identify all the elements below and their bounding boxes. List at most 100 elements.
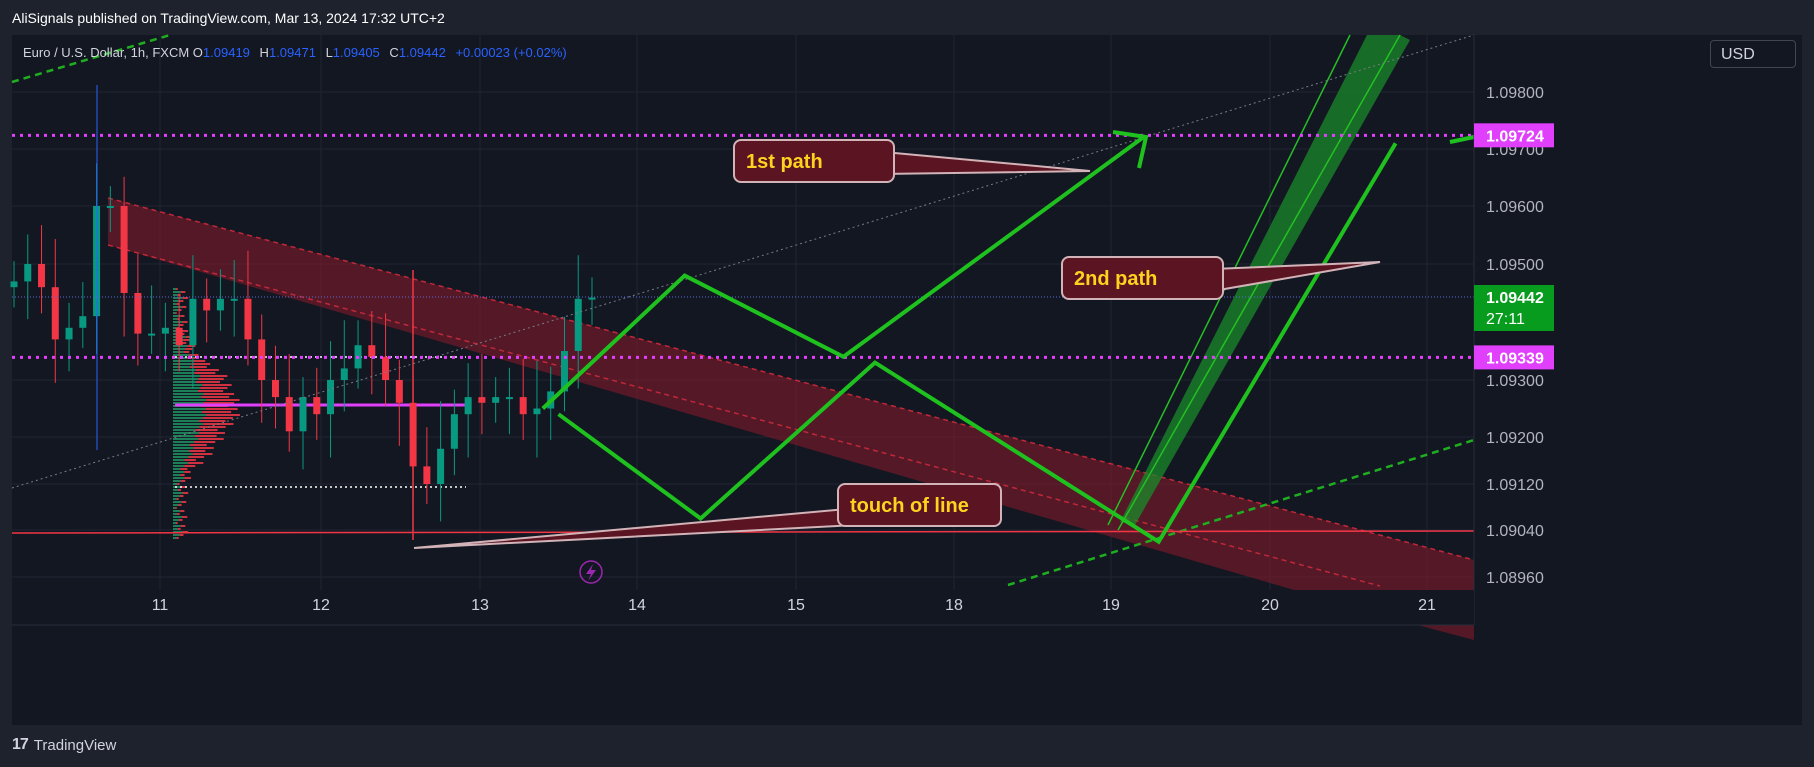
vp-buy-bar — [173, 531, 183, 533]
vp-sell-bar — [179, 534, 184, 536]
vp-buy-bar — [173, 321, 183, 323]
candle-body — [216, 298, 224, 311]
callout-second-path-pointer — [1212, 261, 1381, 293]
vp-sell-bar — [198, 438, 224, 440]
vp-buy-bar — [173, 501, 182, 503]
callout-second-path: 2nd path — [1061, 256, 1381, 300]
high-value: 1.09471 — [268, 45, 316, 60]
ohlc-legend: Euro / U.S. Dollar, 1h, FXCM O1.09419 H1… — [23, 45, 573, 60]
time-tick-label: 21 — [1418, 597, 1436, 614]
callouts[interactable]: 1st path 2nd path touch of line — [413, 139, 1381, 584]
level-price-tag — [1474, 123, 1554, 148]
green-dashed-lower — [1007, 438, 1475, 587]
vp-sell-bar — [176, 288, 178, 290]
candle-body — [51, 287, 59, 340]
currency-button[interactable]: USD — [1710, 40, 1796, 68]
vp-sell-bar — [198, 432, 225, 434]
vp-buy-bar — [173, 345, 188, 347]
vp-sell-bar — [175, 507, 177, 509]
tradingview-logo-icon: 17 — [12, 736, 29, 753]
time-tick-label: 20 — [1261, 597, 1279, 614]
vp-buy-bar — [173, 495, 180, 497]
vp-sell-bar — [195, 429, 218, 431]
vp-sell-bar — [180, 468, 188, 470]
vp-sell-bar — [178, 309, 182, 311]
vp-buy-bar — [173, 378, 199, 380]
vp-sell-bar — [196, 381, 220, 383]
candle-body — [464, 397, 472, 415]
candle-body — [382, 356, 390, 380]
vp-sell-bar — [203, 393, 235, 395]
vp-buy-bar — [173, 420, 200, 422]
vp-sell-bar — [182, 516, 188, 518]
vp-buy-bar — [173, 444, 190, 446]
vp-buy-bar — [173, 309, 179, 311]
level-price-tag — [1474, 345, 1554, 370]
vp-sell-bar — [180, 474, 185, 476]
lightning-icon-ring — [579, 560, 603, 584]
candle-body — [38, 264, 46, 288]
candle-body — [423, 466, 431, 484]
vp-buy-bar — [173, 423, 204, 425]
vp-buy-bar — [173, 438, 199, 440]
vp-sell-bar — [194, 441, 216, 443]
vp-sell-bar — [182, 330, 189, 332]
vp-buy-bar — [173, 480, 181, 482]
callout-first-path-text: 1st path — [746, 151, 823, 173]
vp-sell-bar — [189, 444, 207, 446]
vp-buy-bar — [173, 426, 200, 428]
drawings[interactable] — [11, 33, 1475, 587]
vp-buy-bar — [173, 381, 197, 383]
vp-buy-bar — [173, 315, 181, 317]
callout-first-path-pointer — [883, 150, 1091, 176]
price-tick-label: 1.09500 — [1486, 257, 1544, 274]
vp-sell-bar — [177, 489, 181, 491]
time-tick-label: 14 — [628, 597, 646, 614]
time-axis[interactable]: 11 12 13 14 15 18 19 20 21 — [12, 590, 1474, 626]
candle-body — [175, 327, 183, 346]
vp-sell-bar — [198, 378, 224, 380]
vp-buy-bar — [173, 384, 203, 386]
vp-sell-bar — [180, 315, 185, 317]
vp-buy-bar — [173, 411, 203, 413]
vp-sell-bar — [182, 492, 189, 494]
candle-body — [299, 397, 307, 432]
vp-sell-bar — [202, 411, 232, 413]
candle-body — [258, 339, 266, 380]
callout-touch-of-line: touch of line — [413, 483, 1002, 549]
vp-sell-bar — [182, 531, 189, 533]
vp-sell-bar — [187, 345, 196, 347]
current-price-tag — [1474, 285, 1554, 331]
candle-body — [134, 293, 142, 334]
high-label: H — [259, 45, 269, 60]
vp-buy-bar — [173, 288, 176, 290]
vp-sell-bar — [184, 471, 191, 473]
vp-buy-bar — [173, 462, 189, 464]
vp-sell-bar — [176, 498, 179, 500]
vp-buy-bar — [173, 435, 195, 437]
candle-body — [189, 298, 197, 346]
vp-sell-bar — [200, 375, 228, 377]
time-tick-label: 15 — [787, 597, 805, 614]
vp-sell-bar — [179, 300, 184, 302]
candle-body — [519, 397, 527, 415]
level-price-label: 1.09339 — [1486, 350, 1544, 367]
candles — [10, 85, 596, 540]
candle-body — [271, 380, 279, 398]
vp-sell-bar — [184, 477, 192, 479]
vp-buy-bar — [173, 516, 182, 518]
vp-buy-bar — [173, 456, 189, 458]
price-tick-label: 1.09300 — [1486, 373, 1544, 390]
channel-fill — [108, 198, 1474, 640]
symbol-name: Euro / U.S. Dollar, 1h, FXCM — [23, 45, 190, 60]
vp-sell-bar — [195, 369, 219, 371]
vp-sell-bar — [182, 321, 188, 323]
vp-buy-bar — [173, 477, 185, 479]
candle-body — [574, 298, 582, 351]
vp-buy-bar — [173, 387, 201, 389]
vp-buy-bar — [173, 366, 190, 368]
candle-body — [161, 327, 169, 334]
price-axis[interactable]: 1.098001.097001.096001.095001.093001.092… — [1473, 35, 1802, 625]
vp-buy-bar — [173, 489, 178, 491]
